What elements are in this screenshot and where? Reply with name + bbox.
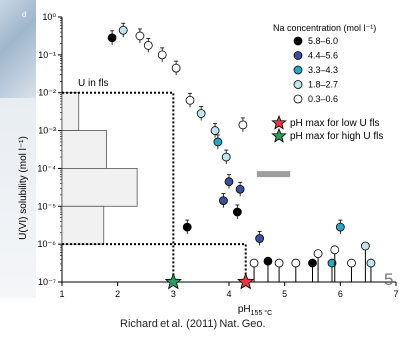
y-tick-label: 10⁻⁵	[38, 201, 57, 211]
data-point	[274, 258, 284, 268]
y-tick-label: 10⁻¹	[38, 50, 56, 60]
legend-marker	[293, 80, 303, 89]
legend-entry-label: 5.8–6.0	[308, 36, 338, 46]
data-point	[157, 50, 167, 60]
legend: Na concentration (mol l⁻¹) 5.8–6.0 4.4–5.6…	[271, 23, 383, 143]
data-point	[210, 126, 220, 135]
x-axis-label: pH155 °C	[238, 304, 272, 317]
data-point	[347, 258, 356, 268]
data-points	[107, 22, 376, 282]
data-point	[330, 245, 340, 255]
data-point	[263, 256, 273, 266]
y-tick-label: 10⁻²	[38, 88, 56, 98]
data-point	[308, 258, 317, 268]
data-point	[291, 258, 301, 268]
star-markers	[164, 272, 255, 290]
chart-axes: 1 2 3 4 5 6 7 10⁻⁷ 10⁻⁶ 10⁻⁵ 10⁻⁴ 10⁻³ 10⁻² 10⁻¹ 10⁰	[37, 12, 398, 299]
legend-star-label: pH max for high U fls	[290, 131, 383, 142]
data-point	[238, 120, 248, 130]
x-tick-label: 6	[338, 289, 343, 299]
data-point	[143, 40, 153, 50]
data-point	[366, 258, 376, 268]
legend-entry-label: 0.3–0.6	[308, 94, 338, 104]
legend-marker	[293, 94, 303, 104]
data-point	[196, 109, 206, 118]
y-tick-label: 10⁻⁴	[37, 163, 56, 173]
star-marker	[164, 272, 182, 290]
histogram-bar	[61, 92, 80, 131]
data-point	[182, 222, 192, 232]
legend-entry-label: 4.4–5.6	[308, 51, 338, 61]
histogram-bar	[61, 205, 105, 245]
data-point	[219, 196, 228, 206]
background-photo-strip-lower	[0, 98, 36, 298]
data-point	[249, 258, 259, 268]
legend-marker	[293, 36, 303, 46]
legend-star-marker	[271, 114, 287, 130]
dotted-guide-line	[62, 91, 175, 282]
data-point	[255, 234, 265, 243]
citation: Richard et al. (2011) Nat. Geo.	[120, 318, 266, 330]
x-tick-label: 5	[282, 289, 287, 299]
legend-marker	[293, 51, 303, 60]
histogram-label: U in fls	[78, 78, 109, 89]
histogram-bar	[61, 130, 107, 169]
x-axis-label-main: pH	[238, 304, 251, 315]
data-point	[313, 249, 323, 259]
legend-entry-label: 1.8–2.7	[308, 80, 338, 90]
x-tick-label: 4	[226, 289, 231, 299]
y-axis-label: U(VI) solubility (mol l⁻¹)	[18, 136, 29, 240]
dotted-guides	[62, 91, 291, 282]
histogram-bar	[61, 168, 138, 207]
x-axis-label-subscript: 155 °C	[251, 309, 272, 317]
data-point	[107, 33, 117, 43]
legend-star-marker	[271, 127, 287, 143]
dotted-guide-line	[62, 243, 247, 282]
data-point	[171, 63, 181, 73]
x-tick-label: 1	[59, 289, 64, 299]
background-photo-strip: d	[0, 0, 36, 98]
y-tick-label: 10⁻³	[38, 126, 56, 136]
legend-marker	[293, 65, 303, 75]
y-tick-label: 10⁰	[42, 12, 56, 22]
data-point	[224, 177, 234, 187]
data-point	[118, 25, 128, 35]
data-point	[335, 222, 345, 232]
x-tick-label: 3	[171, 289, 176, 299]
data-point	[360, 241, 370, 251]
data-point	[327, 258, 337, 268]
data-point	[185, 95, 195, 105]
data-point	[232, 207, 242, 217]
data-point	[221, 152, 231, 162]
data-point	[135, 31, 145, 41]
grey-bar	[256, 171, 291, 178]
x-tick-label: 7	[393, 289, 398, 299]
legend-entry-label: 3.3–4.3	[308, 65, 338, 75]
x-tick-label: 2	[115, 289, 120, 299]
legend-title: Na concentration (mol l⁻¹)	[273, 23, 376, 33]
star-marker	[237, 272, 255, 290]
data-point	[213, 137, 223, 147]
y-tick-label: 10⁻⁷	[38, 277, 56, 287]
plot-area	[62, 17, 396, 282]
slide-number: 5	[384, 270, 394, 289]
legend-star-label: pH max for low U fls	[290, 118, 379, 129]
edge-photo-caption: d	[22, 10, 27, 19]
data-point	[235, 184, 245, 194]
y-tick-label: 10⁻⁶	[38, 239, 57, 249]
